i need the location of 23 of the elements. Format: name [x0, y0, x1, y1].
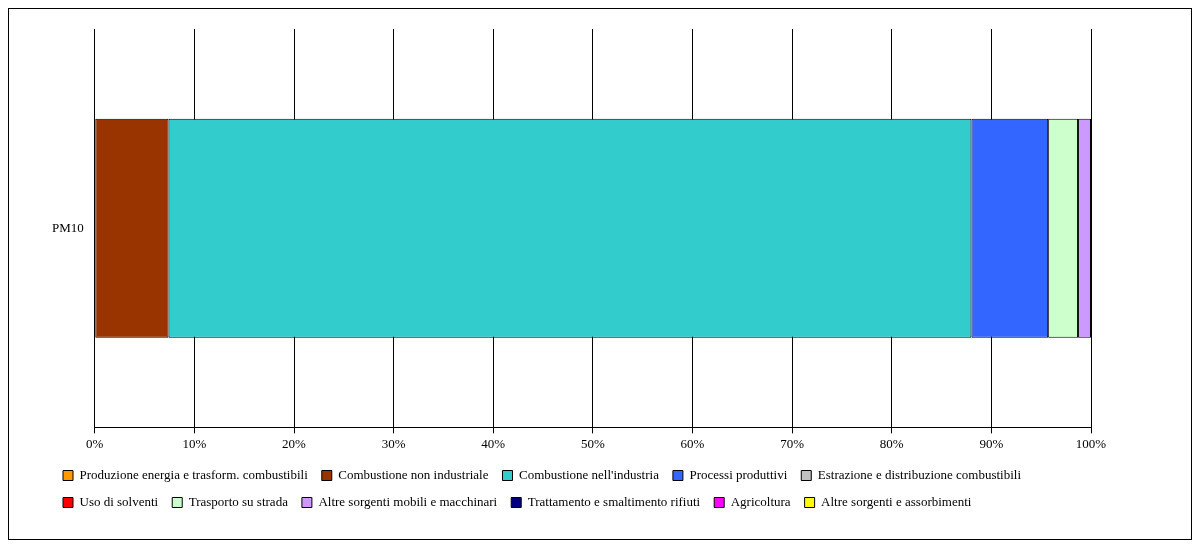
- legend-label: Combustione nell'industria: [519, 466, 660, 482]
- y-tick-label: PM10: [51, 219, 84, 235]
- legend-label: Altre sorgenti mobili e macchinari: [318, 493, 498, 509]
- x-tick-label: 50%: [580, 435, 605, 451]
- x-tick-label: 60%: [680, 435, 705, 451]
- legend-label: Trasporto su strada: [188, 493, 289, 509]
- x-tick-label: 40%: [481, 435, 506, 451]
- x-tick-label: 70%: [780, 435, 805, 451]
- x-tick-label: 0%: [86, 435, 104, 451]
- legend-label: Altre sorgenti e assorbimenti: [821, 493, 972, 509]
- x-tick-label: 90%: [979, 435, 1004, 451]
- legend-label: Combustione non industriale: [338, 466, 489, 482]
- x-tick-label: 80%: [879, 435, 904, 451]
- legend-label: Processi produttivi: [689, 466, 788, 482]
- legend-label: Produzione energia e trasform. combustibili: [79, 466, 309, 482]
- x-tick-label: 20%: [282, 435, 307, 451]
- legend-label: Estrazione e distribuzione combustibili: [817, 466, 1022, 482]
- legend-label: Trattamento e smaltimento rifiuti: [527, 493, 701, 509]
- legend-label: Agricoltura: [730, 493, 791, 509]
- x-tick-label: 10%: [182, 435, 207, 451]
- legend-label: Uso di solventi: [79, 493, 159, 509]
- x-tick-label: 30%: [381, 435, 406, 451]
- x-tick-label: 100%: [1075, 435, 1107, 451]
